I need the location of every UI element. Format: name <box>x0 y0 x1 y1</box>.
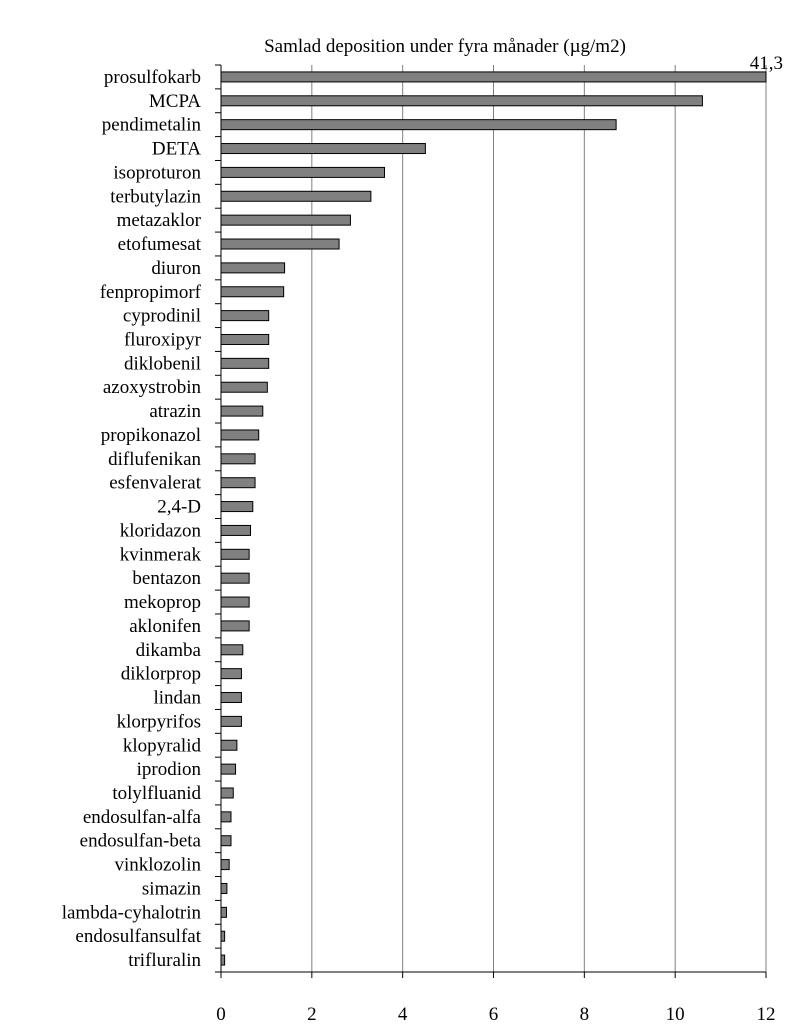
category-label: atrazin <box>149 401 201 422</box>
category-label: propikonazol <box>101 425 201 446</box>
bar <box>220 333 270 345</box>
category-label: 2,4-D <box>157 497 201 518</box>
category-label: cyprodinil <box>123 306 201 327</box>
category-label: lambda-cyhalotrin <box>62 902 202 923</box>
category-label: tolylfluanid <box>112 783 201 804</box>
bar <box>220 429 260 441</box>
x-tick-label: 4 <box>398 1004 408 1025</box>
category-label: etofumesat <box>118 234 202 255</box>
category-label: prosulfokarb <box>104 67 201 88</box>
category-label: pendimetalin <box>102 115 202 136</box>
bar <box>220 214 351 226</box>
bar <box>220 262 286 274</box>
category-labels: prosulfokarb MCPA pendimetalin DETAisoprotu… <box>62 67 202 971</box>
bar <box>220 477 256 489</box>
category-label: fluroxipyr <box>124 329 202 350</box>
x-tick-label: 12 <box>757 1004 776 1025</box>
bar <box>220 524 252 536</box>
category-label: diuron <box>151 258 201 279</box>
bar <box>220 692 242 704</box>
bar <box>220 405 264 417</box>
bar <box>220 310 270 322</box>
bar <box>220 763 237 775</box>
category-label: azoxystrobin <box>103 377 202 398</box>
bar <box>220 930 226 942</box>
bar <box>220 95 703 107</box>
x-tick-label: 0 <box>216 1004 226 1025</box>
bar <box>220 572 250 584</box>
bar <box>220 644 244 656</box>
axes <box>215 64 767 978</box>
x-tick-label: 2 <box>307 1004 317 1025</box>
bar <box>220 357 270 369</box>
bar <box>220 381 268 393</box>
bar <box>220 119 617 131</box>
category-label: diflufenikan <box>108 449 201 470</box>
category-label: MCPA <box>149 91 201 112</box>
bar <box>220 238 340 250</box>
bar <box>220 501 254 513</box>
bar <box>220 190 372 202</box>
category-label: aklonifen <box>129 616 201 637</box>
category-label: vinklozolin <box>114 855 201 876</box>
bar <box>220 548 250 560</box>
tick-labels: 0 2 4 6 8 10 12 <box>216 1004 775 1025</box>
category-label: lindan <box>154 688 202 709</box>
bar <box>220 715 242 727</box>
category-label: terbutylazin <box>110 186 201 207</box>
bar <box>220 166 385 178</box>
gridlines <box>311 65 767 972</box>
bar <box>220 787 234 799</box>
category-label: DETA <box>152 139 201 160</box>
category-label: trifluralin <box>128 950 201 971</box>
category-label: mekoprop <box>124 592 201 613</box>
category-label: fenpropimorf <box>100 282 202 303</box>
bar <box>220 859 230 871</box>
category-label: endosulfansulfat <box>75 926 201 947</box>
category-label: isoproturon <box>113 162 201 183</box>
category-label: kloridazon <box>120 520 202 541</box>
bar <box>220 668 242 680</box>
bar <box>220 71 767 83</box>
bar <box>220 882 228 894</box>
bar <box>220 453 256 465</box>
x-tick-label: 10 <box>666 1004 685 1025</box>
x-tick-label: 8 <box>580 1004 590 1025</box>
bar <box>220 596 250 608</box>
bar <box>220 143 426 155</box>
category-label: diklobenil <box>124 353 201 374</box>
category-label: diklorprop <box>121 664 201 685</box>
category-label: dikamba <box>136 640 202 661</box>
category-label: bentazon <box>132 568 201 589</box>
bar <box>220 811 232 823</box>
data-labels: 41,3 <box>750 53 783 74</box>
category-label: simazin <box>142 878 202 899</box>
category-label: endosulfan-beta <box>80 831 202 852</box>
x-tick-label: 6 <box>489 1004 499 1025</box>
category-label: esfenvalerat <box>109 473 201 494</box>
bar <box>220 739 238 751</box>
bar <box>220 620 250 632</box>
bar <box>220 906 227 918</box>
category-label: klorpyrifos <box>117 711 201 732</box>
bar <box>220 954 226 966</box>
category-label: kvinmerak <box>120 544 202 565</box>
bars <box>220 71 767 966</box>
category-label: endosulfan-alfa <box>83 807 202 828</box>
bar <box>220 286 285 298</box>
bar <box>220 835 232 847</box>
category-label: iprodion <box>137 759 202 780</box>
category-label: metazaklor <box>117 210 202 231</box>
category-label: klopyralid <box>123 735 202 756</box>
chart-title: Samlad deposition under fyra månader (µg… <box>264 36 626 57</box>
data-label: 41,3 <box>750 53 783 74</box>
